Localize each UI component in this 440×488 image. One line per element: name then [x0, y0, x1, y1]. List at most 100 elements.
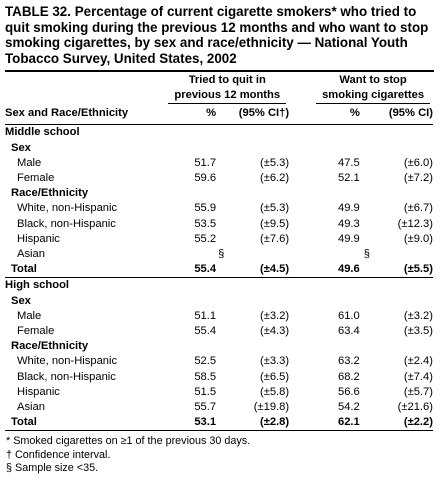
- empty-cell: [216, 294, 289, 309]
- empty-cell: [289, 186, 360, 201]
- ci-quit-cell: (±2.8): [216, 415, 290, 432]
- col-header-pct-stop: %: [289, 104, 360, 126]
- pct-stop-cell: 49.9: [337, 232, 360, 245]
- ci-quit-cell: (±3.3): [259, 355, 290, 368]
- ci-stop-cell: (±2.2): [359, 415, 433, 432]
- group-want-to-stop-line1: Want to stop: [339, 74, 407, 87]
- pct-stop-cell: 49.3: [337, 217, 360, 230]
- empty-cell: [289, 339, 360, 354]
- ci-quit-cell: (±3.2): [259, 309, 290, 322]
- row-label: White, non-Hispanic: [17, 355, 118, 368]
- pct-quit-cell: 55.9: [194, 202, 217, 215]
- table-row: Black, non-Hispanic 53.5 (±9.5) 49.3 (±12.3): [5, 217, 433, 232]
- pct-quit-cell: 51.1: [194, 309, 217, 322]
- pct-quit-cell: 51.7: [194, 156, 217, 169]
- table-row: Hispanic 55.2 (±7.6) 49.9 (±9.0): [5, 232, 433, 247]
- row-label: Asian: [17, 401, 45, 414]
- pct-quit-cell: 55.7: [194, 401, 217, 414]
- empty-cell: [360, 278, 433, 294]
- ci-stop-cell: (±12.3): [397, 217, 433, 230]
- pct-stop-cell: 56.6: [337, 385, 360, 398]
- empty-cell: [289, 294, 360, 309]
- empty-cell: [289, 247, 360, 262]
- pct-stop-cell: 62.1: [289, 415, 360, 432]
- empty-cell: [216, 125, 289, 141]
- pct-quit-cell: 51.5: [194, 385, 217, 398]
- pct-quit-cell: 55.4: [194, 325, 217, 338]
- empty-cell: [360, 141, 433, 156]
- empty-cell: [165, 186, 216, 201]
- ci-quit-cell: (±9.5): [259, 217, 290, 230]
- empty-cell: [165, 339, 216, 354]
- pct-quit-cell: 52.5: [194, 355, 217, 368]
- group-tried-to-quit-line2: previous 12 months: [174, 88, 281, 101]
- ci-quit-cell: (±4.3): [259, 325, 290, 338]
- ci-stop-cell: (±3.5): [403, 325, 433, 338]
- row-label: Male: [17, 309, 42, 322]
- ci-stop-cell: (±3.2): [403, 309, 433, 322]
- ci-stop-cell: (±2.4): [403, 355, 433, 368]
- ci-stop-cell: (±6.0): [403, 156, 433, 169]
- row-label: Sex: [11, 141, 31, 154]
- footnote-sample-size: § Sample size <35.: [6, 462, 99, 475]
- suppressed-marker: §: [218, 248, 225, 261]
- row-label: Race/Ethnicity: [11, 340, 89, 353]
- table-row: Asian § §: [5, 247, 433, 262]
- pct-stop-cell: 49.9: [337, 202, 360, 215]
- pct-quit-cell: 53.1: [165, 415, 217, 432]
- empty-cell: [165, 125, 216, 141]
- empty-cell: [289, 141, 360, 156]
- row-label: Race/Ethnicity: [11, 187, 89, 200]
- ci-quit-cell: (±4.5): [216, 262, 290, 279]
- empty-cell: [289, 125, 360, 141]
- pct-stop-cell: 52.1: [337, 172, 360, 184]
- subgroup-row: Sex: [5, 141, 433, 156]
- pct-stop-cell: 47.5: [337, 156, 360, 169]
- empty-cell: [360, 339, 433, 354]
- pct-quit-cell: 58.5: [194, 370, 217, 383]
- row-label: Black, non-Hispanic: [17, 217, 116, 230]
- empty-cell: [216, 278, 289, 294]
- data-table: Tried to quit in previous 12 months Want…: [5, 72, 433, 432]
- row-label: High school: [5, 279, 70, 292]
- ci-quit-cell: (±19.8): [253, 401, 290, 414]
- row-label: Female: [17, 325, 55, 338]
- empty-cell: [360, 186, 433, 201]
- pct-stop-cell: 54.2: [337, 401, 360, 414]
- footnotes: * Smoked cigarettes on ≥1 of the previou…: [5, 435, 434, 475]
- row-label: White, non-Hispanic: [17, 202, 118, 215]
- empty-cell: [360, 125, 433, 141]
- table-row: Hispanic 51.5 (±5.8) 56.6 (±5.7): [5, 385, 433, 400]
- suppressed-marker: §: [363, 248, 370, 261]
- group-tried-to-quit-line1: Tried to quit in: [188, 74, 266, 87]
- top-rule: [5, 70, 434, 73]
- subgroup-row: Race/Ethnicity: [5, 186, 433, 201]
- section-row: Middle school: [5, 125, 433, 141]
- pct-quit-cell: 55.4: [165, 262, 217, 279]
- empty-cell: [165, 247, 216, 262]
- empty-cell: [360, 294, 433, 309]
- ci-stop-cell: (±5.5): [359, 262, 433, 279]
- row-label: Male: [17, 156, 42, 169]
- footnote-ci: † Confidence interval.: [6, 448, 111, 461]
- empty-cell: [165, 294, 216, 309]
- ci-stop-cell: (±21.6): [397, 401, 433, 414]
- row-label: Total: [5, 262, 166, 279]
- pct-stop-cell: 63.4: [337, 325, 360, 338]
- column-group-header-row: Tried to quit in previous 12 months Want…: [5, 72, 433, 105]
- group-want-to-stop-line2: smoking cigarettes: [322, 88, 425, 101]
- empty-cell: [165, 278, 216, 294]
- row-label: Black, non-Hispanic: [17, 370, 116, 383]
- column-header-row: Sex and Race/Ethnicity % (95% CI†) % (95…: [5, 104, 433, 126]
- table-row: White, non-Hispanic 55.9 (±5.3) 49.9 (±6.7): [5, 201, 433, 216]
- col-header-label: Sex and Race/Ethnicity: [5, 104, 166, 126]
- ci-quit-cell: (±5.8): [259, 385, 290, 398]
- group-tried-to-quit: Tried to quit in previous 12 months: [165, 72, 289, 105]
- empty-cell: [165, 141, 216, 156]
- empty-cell: [216, 141, 289, 156]
- ci-stop-cell: (±9.0): [403, 232, 433, 245]
- row-label: Asian: [17, 248, 45, 261]
- ci-quit-cell: (±6.5): [259, 370, 290, 383]
- subgroup-row: Race/Ethnicity: [5, 339, 433, 354]
- table-row: White, non-Hispanic 52.5 (±3.3) 63.2 (±2.4): [5, 354, 433, 369]
